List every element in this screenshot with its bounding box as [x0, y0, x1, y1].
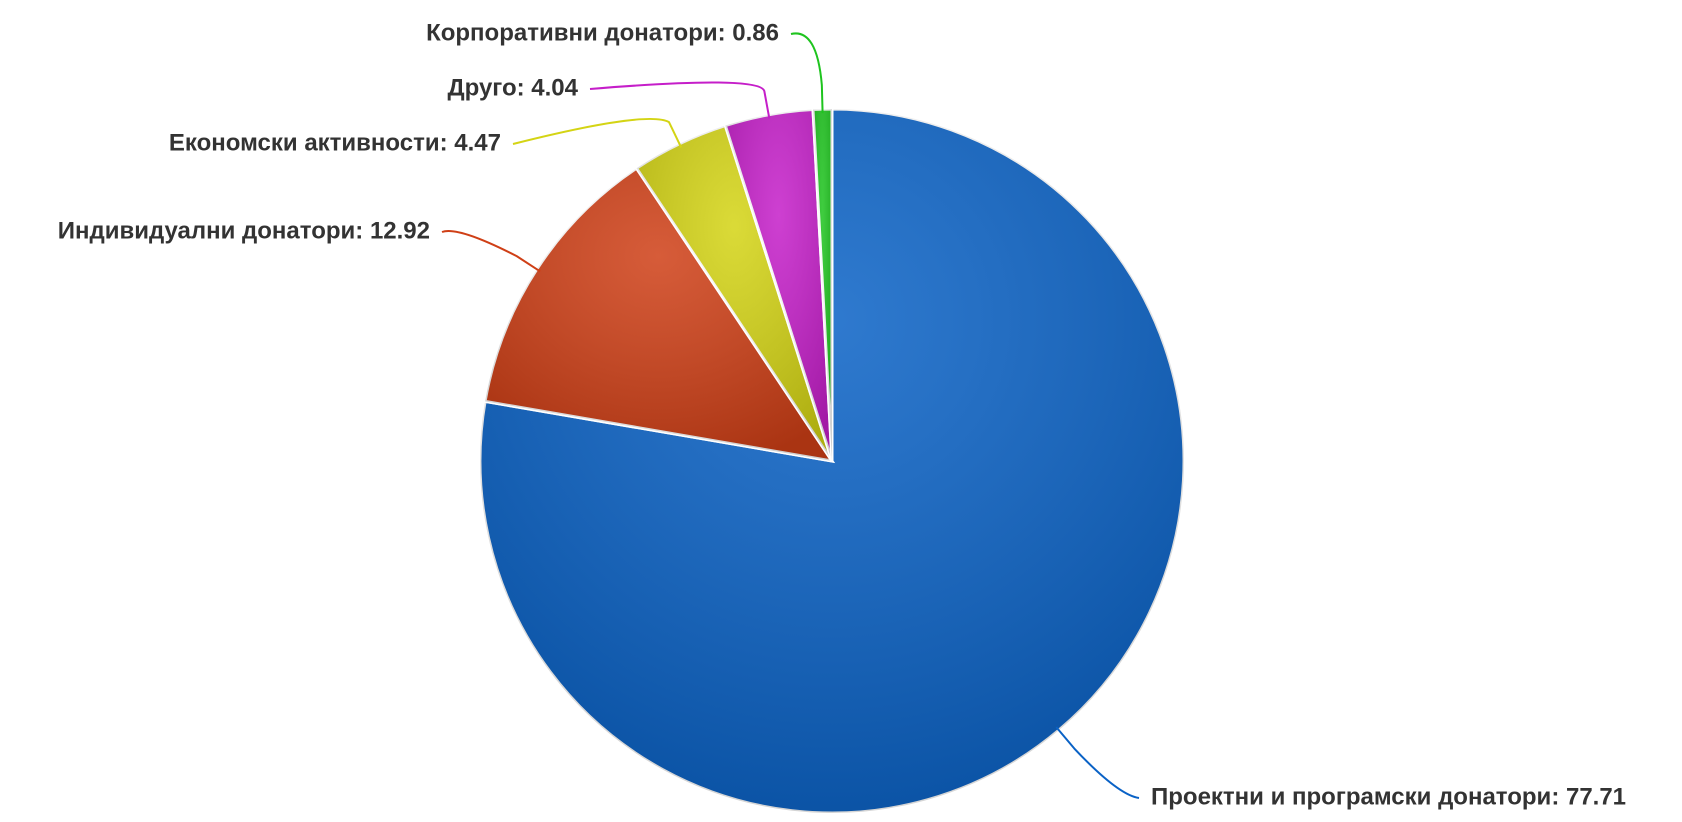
data-label: Корпоративни донатори: 0.86: [426, 19, 779, 46]
connector: [512, 118, 683, 148]
connector: [790, 32, 824, 114]
data-label: Друго: 4.04: [448, 74, 579, 101]
data-label: Индивидуални донатори: 12.92: [58, 217, 430, 244]
data-label: Проектни и програмски донатори: 77.71: [1151, 783, 1626, 810]
data-label: Економски активности: 4.47: [169, 129, 501, 156]
connector: [589, 81, 771, 119]
connector: [441, 230, 541, 273]
connector: [1055, 726, 1140, 799]
